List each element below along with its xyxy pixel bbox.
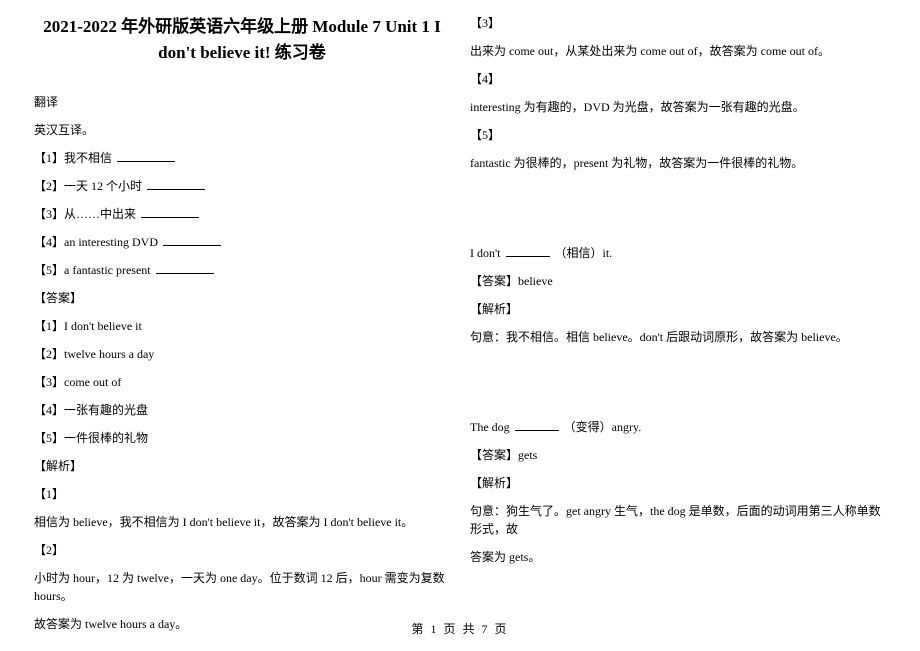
question-1: 【1】我不相信: [34, 149, 450, 167]
explain-label: 【解析】: [34, 457, 450, 475]
blank-line: [117, 150, 175, 162]
blank-line: [156, 262, 214, 274]
explain-3-body: 出来为 come out，从某处出来为 come out of，故答案为 com…: [470, 42, 886, 60]
fill-explain-1-label: 【解析】: [470, 300, 886, 318]
explain-2-head: 【2】: [34, 541, 450, 559]
section-label-subhead: 英汉互译。: [34, 121, 450, 139]
right-column: 【3】 出来为 come out，从某处出来为 come out of，故答案为…: [460, 14, 896, 620]
fill-explain-2-body-a: 句意：狗生气了。get angry 生气，the dog 是单数，后面的动词用第…: [470, 502, 886, 538]
question-5: 【5】a fantastic present: [34, 261, 450, 279]
fill-explain-1-body: 句意：我不相信。相信 believe。don't 后跟动词原形，故答案为 bel…: [470, 328, 886, 346]
fill-q1-after: （相信）it.: [552, 246, 613, 260]
fill-q2-before: The dog: [470, 420, 513, 434]
question-4-text: 【4】an interesting DVD: [34, 235, 161, 249]
section-label-translate: 翻译: [34, 93, 450, 111]
answer-3: 【3】come out of: [34, 373, 450, 391]
fill-question-1: I don't （相信）it.: [470, 244, 886, 262]
explain-5-body: fantastic 为很棒的，present 为礼物，故答案为一件很棒的礼物。: [470, 154, 886, 172]
explain-4-body: interesting 为有趣的，DVD 为光盘，故答案为一张有趣的光盘。: [470, 98, 886, 116]
left-column: 2021-2022 年外研版英语六年级上册 Module 7 Unit 1 I …: [24, 14, 460, 620]
blank-line: [506, 245, 550, 257]
page: 2021-2022 年外研版英语六年级上册 Module 7 Unit 1 I …: [0, 0, 920, 620]
fill-q2-after: （变得）angry.: [561, 420, 642, 434]
explain-5-head: 【5】: [470, 126, 886, 144]
explain-4-head: 【4】: [470, 70, 886, 88]
answer-5: 【5】一件很棒的礼物: [34, 429, 450, 447]
question-2-text: 【2】一天 12 个小时: [34, 179, 145, 193]
blank-line: [141, 206, 199, 218]
question-4: 【4】an interesting DVD: [34, 233, 450, 251]
fill-question-2: The dog （变得）angry.: [470, 418, 886, 436]
answer-4: 【4】一张有趣的光盘: [34, 401, 450, 419]
explain-3-head: 【3】: [470, 14, 886, 32]
fill-answer-2: 【答案】gets: [470, 446, 886, 464]
fill-explain-2-label: 【解析】: [470, 474, 886, 492]
fill-explain-2-body-b: 答案为 gets。: [470, 548, 886, 566]
answer-1: 【1】I don't believe it: [34, 317, 450, 335]
explain-2-body-b: 故答案为 twelve hours a day。: [34, 615, 450, 633]
explain-2-body-a: 小时为 hour，12 为 twelve，一天为 one day。位于数词 12…: [34, 569, 450, 605]
blank-line: [147, 178, 205, 190]
fill-q1-before: I don't: [470, 246, 504, 260]
question-5-text: 【5】a fantastic present: [34, 263, 154, 277]
answer-label: 【答案】: [34, 289, 450, 307]
question-3-text: 【3】从……中出来: [34, 207, 139, 221]
question-3: 【3】从……中出来: [34, 205, 450, 223]
blank-line: [163, 234, 221, 246]
spacer: [470, 356, 886, 418]
blank-line: [515, 419, 559, 431]
spacer: [470, 182, 886, 244]
explain-1-head: 【1】: [34, 485, 450, 503]
question-1-text: 【1】我不相信: [34, 151, 115, 165]
explain-1-body: 相信为 believe，我不相信为 I don't believe it，故答案…: [34, 513, 450, 531]
question-2: 【2】一天 12 个小时: [34, 177, 450, 195]
fill-answer-1: 【答案】believe: [470, 272, 886, 290]
answer-2: 【2】twelve hours a day: [34, 345, 450, 363]
document-title: 2021-2022 年外研版英语六年级上册 Module 7 Unit 1 I …: [34, 14, 450, 65]
